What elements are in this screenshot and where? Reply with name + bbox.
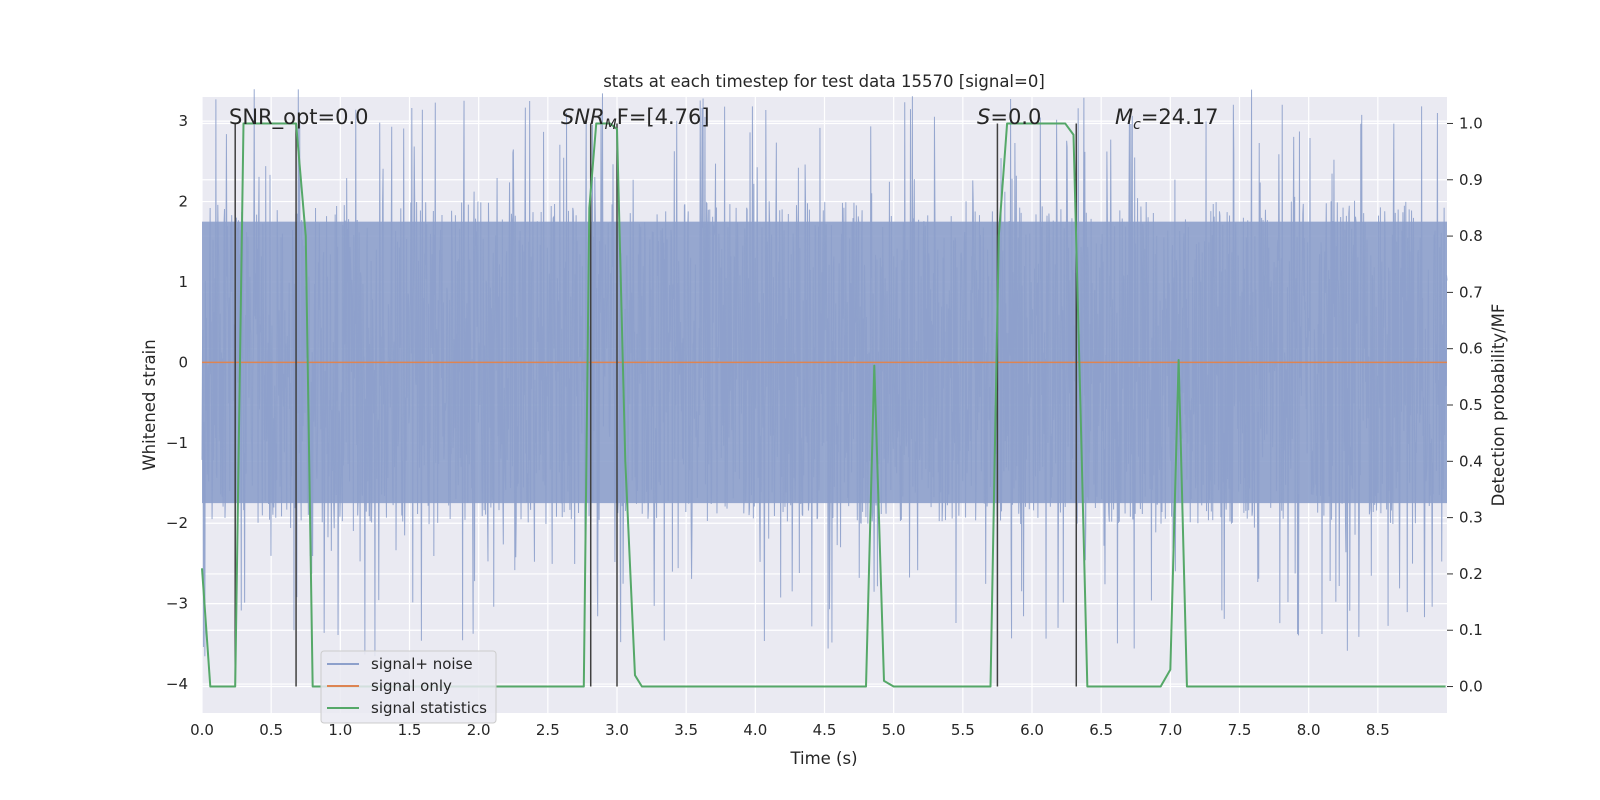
signal-statistics-line bbox=[201, 122, 1446, 688]
x-tick-label: 6.0 bbox=[1020, 721, 1044, 739]
annotation-snr-mf-rest: F=[4.76] bbox=[617, 105, 710, 129]
legend-label-signal-noise: signal+ noise bbox=[371, 655, 473, 673]
y-tick-label: −2 bbox=[166, 514, 188, 532]
x-tick-label: 1.0 bbox=[328, 721, 352, 739]
annotations: SNR_opt=0.0 SNRMF=[4.76] S=0.0 Mc=24.17 bbox=[229, 105, 1219, 133]
annotation-mc-sub: c bbox=[1133, 117, 1141, 133]
annotation-s-main: S bbox=[977, 105, 990, 129]
x-tick-label: 2.5 bbox=[536, 721, 560, 739]
series-signal-statistics bbox=[201, 122, 1446, 688]
y-right-tick-label: 0.2 bbox=[1459, 565, 1483, 583]
legend-label-signal-statistics: signal statistics bbox=[371, 699, 487, 717]
annotation-mc-main: M bbox=[1115, 105, 1133, 129]
annotation-snr-mf-main: SNR bbox=[561, 105, 605, 129]
x-tick-label: 1.5 bbox=[398, 721, 422, 739]
y-tick-label: −3 bbox=[166, 595, 188, 613]
chart-title: stats at each timestep for test data 155… bbox=[603, 72, 1045, 91]
y-tick-label: −1 bbox=[166, 434, 188, 452]
y-right-tick-label: 0.9 bbox=[1459, 171, 1483, 189]
annotation-mc-rest: =24.17 bbox=[1141, 105, 1219, 129]
y-right-tick-label: 0.7 bbox=[1459, 283, 1483, 301]
x-tick-label: 6.5 bbox=[1089, 721, 1113, 739]
y-tick-label: 1 bbox=[178, 273, 188, 291]
annotation-snr-mf-sub: M bbox=[605, 117, 617, 133]
x-tick-label: 8.0 bbox=[1297, 721, 1321, 739]
y-right-tick-label: 1.0 bbox=[1459, 114, 1483, 132]
y-tick-label: 0 bbox=[178, 353, 188, 371]
y-right-tick-label: 0.5 bbox=[1459, 396, 1483, 414]
legend: signal+ noise signal only signal statist… bbox=[320, 650, 497, 724]
axis-ticks: 0.0 0.5 1.0 1.5 2.0 2.5 3.0 3.5 4.0 4.5 5.0 5.5 6.0 6… bbox=[166, 112, 1483, 739]
y-right-tick-label: 0.0 bbox=[1459, 678, 1483, 696]
vertical-markers bbox=[234, 123, 1078, 687]
annotation-snr-opt: SNR_opt=0.0 bbox=[229, 105, 369, 130]
legend-box bbox=[320, 650, 497, 724]
x-tick-label: 3.5 bbox=[674, 721, 698, 739]
noise-trace bbox=[201, 89, 1448, 657]
y-axis-title-right: Detection probability/MF bbox=[1489, 304, 1508, 507]
annotation-snr-mf: SNRMF=[4.76] bbox=[561, 105, 710, 133]
y-tick-label: 3 bbox=[178, 112, 188, 130]
y-right-tick-label: 0.1 bbox=[1459, 621, 1483, 639]
x-tick-label: 7.5 bbox=[1228, 721, 1252, 739]
annotation-s-rest: =0.0 bbox=[990, 105, 1041, 129]
annotation-mc-value: Mc=24.17 bbox=[1115, 105, 1219, 133]
y-right-tick-label: 0.3 bbox=[1459, 509, 1483, 527]
y-tick-label: 2 bbox=[178, 193, 188, 211]
x-axis-title: Time (s) bbox=[789, 749, 857, 768]
y-right-tick-label: 0.8 bbox=[1459, 227, 1483, 245]
y-right-tick-label: 0.4 bbox=[1459, 452, 1483, 470]
x-tick-label: 5.5 bbox=[951, 721, 975, 739]
annotation-s-value: S=0.0 bbox=[977, 105, 1041, 129]
x-tick-label: 0.0 bbox=[190, 721, 214, 739]
x-tick-label: 4.0 bbox=[743, 721, 767, 739]
legend-label-signal-only: signal only bbox=[371, 677, 452, 695]
x-tick-label: 8.5 bbox=[1366, 721, 1390, 739]
x-tick-label: 5.0 bbox=[882, 721, 906, 739]
x-tick-label: 4.5 bbox=[813, 721, 837, 739]
x-tick-label: 2.0 bbox=[467, 721, 491, 739]
y-right-tick-label: 0.6 bbox=[1459, 340, 1483, 358]
y-tick-label: −4 bbox=[166, 675, 188, 693]
x-tick-label: 3.0 bbox=[605, 721, 629, 739]
x-tick-label: 0.5 bbox=[259, 721, 283, 739]
x-tick-label: 7.0 bbox=[1158, 721, 1182, 739]
y-axis-title-left: Whitened strain bbox=[140, 339, 159, 470]
